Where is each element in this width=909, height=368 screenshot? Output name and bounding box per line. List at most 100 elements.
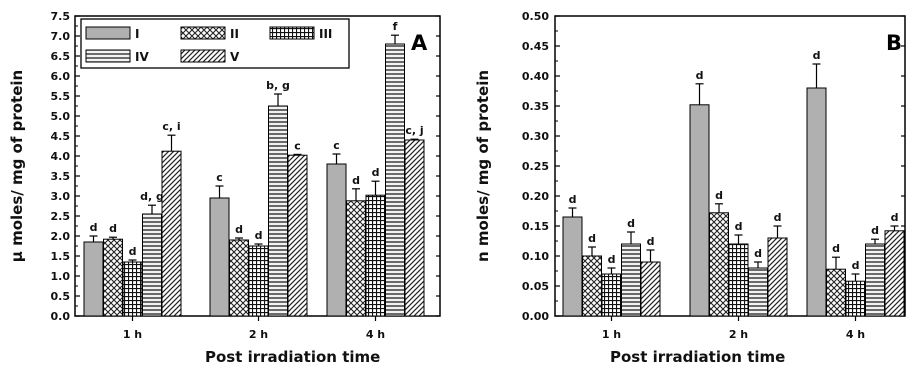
bar [385, 43, 405, 317]
x-tick-label: 4 h [366, 328, 385, 341]
y-tick-label: 2.0 [51, 230, 71, 243]
bar [248, 245, 269, 317]
bar [845, 280, 866, 317]
significance-label: d [569, 193, 577, 206]
y-tick-label: 0.30 [522, 130, 549, 143]
y-tick-label: 7.0 [51, 30, 71, 43]
bar [601, 273, 622, 317]
significance-label: d [372, 166, 380, 179]
significance-label: d [735, 220, 743, 233]
legend-label: III [319, 27, 332, 41]
bar [346, 200, 366, 317]
y-tick-label: 0.00 [522, 310, 549, 323]
significance-label: c, j [405, 124, 423, 137]
bar [103, 238, 123, 317]
bar [767, 237, 788, 317]
x-axis-title: Post irradiation time [205, 348, 380, 366]
significance-label: d [696, 69, 704, 82]
y-tick-label: 7.5 [51, 10, 71, 23]
panel-label: A [411, 31, 428, 55]
significance-label: d [852, 259, 860, 272]
x-tick-label: 1 h [602, 328, 621, 341]
bar [709, 212, 729, 317]
bar [209, 197, 230, 317]
significance-label: d [647, 235, 655, 248]
y-tick-label: 0.40 [522, 70, 549, 83]
x-tick-label: 2 h [729, 328, 748, 341]
significance-label: c [216, 171, 223, 184]
y-tick-label: 0.5 [51, 290, 71, 303]
bar [142, 213, 162, 317]
bar [621, 243, 641, 317]
chart-panel-a: Post irradiation time μ moles/ mg of pro… [8, 10, 441, 366]
y-tick-label: 6.0 [51, 70, 71, 83]
significance-label: d [754, 247, 762, 260]
significance-label: d [109, 222, 117, 235]
bar [229, 239, 249, 317]
bar [884, 230, 905, 317]
y-tick-label: 0.35 [522, 100, 549, 113]
legend-label: V [230, 50, 240, 64]
significance-label: d, g [140, 190, 164, 203]
legend-label: II [230, 27, 239, 41]
x-axis-title: Post irradiation time [610, 348, 785, 366]
y-tick-label: 1.5 [51, 250, 71, 263]
bar [268, 105, 288, 317]
legend-swatch [85, 26, 131, 40]
chart-panel-b: Post irradiation time n moles/ mg of pro… [474, 10, 906, 366]
y-axis-title: μ moles/ mg of protein [8, 70, 26, 262]
bar [287, 154, 308, 317]
significance-label: b, g [266, 79, 290, 92]
bar [161, 150, 182, 317]
legend-label: I [135, 27, 139, 41]
y-tick-label: 1.0 [51, 270, 71, 283]
significance-label: d [90, 221, 98, 234]
y-tick-label: 4.5 [51, 130, 71, 143]
bar [404, 139, 425, 317]
significance-label: c, i [162, 120, 180, 133]
legend-swatch [269, 26, 315, 40]
y-tick-label: 0.25 [522, 160, 549, 173]
bar [83, 241, 104, 317]
significance-label: d [871, 224, 879, 237]
y-tick-label: 6.5 [51, 50, 71, 63]
legend-swatch [180, 26, 226, 40]
y-tick-label: 0.10 [522, 250, 549, 263]
y-tick-label: 0.50 [522, 10, 549, 23]
y-tick-label: 0.20 [522, 190, 549, 203]
x-tick-label: 2 h [249, 328, 268, 341]
bar [562, 216, 583, 317]
significance-label: d [608, 253, 616, 266]
significance-label: d [129, 245, 137, 258]
significance-label: d [774, 211, 782, 224]
significance-label: d [715, 189, 723, 202]
y-tick-label: 2.5 [51, 210, 71, 223]
legend-label: IV [135, 50, 149, 64]
significance-label: d [255, 229, 263, 242]
bar [582, 255, 602, 317]
legend-swatch [180, 49, 226, 63]
bar [122, 261, 143, 317]
significance-label: d [832, 242, 840, 255]
bar [826, 268, 846, 317]
significance-label: d [813, 49, 821, 62]
x-tick-label: 1 h [123, 328, 142, 341]
panel-label: B [886, 31, 902, 55]
bar [640, 261, 661, 317]
bar [689, 104, 710, 317]
y-tick-label: 0.45 [522, 40, 549, 53]
significance-label: c [333, 139, 340, 152]
significance-label: d [627, 217, 635, 230]
y-tick-label: 5.5 [51, 90, 71, 103]
significance-label: d [891, 211, 899, 224]
y-tick-label: 0.15 [522, 220, 549, 233]
bar [326, 163, 347, 317]
y-tick-label: 0.05 [522, 280, 549, 293]
y-tick-label: 5.0 [51, 110, 71, 123]
significance-label: d [352, 174, 360, 187]
bar [748, 267, 768, 317]
bar [865, 243, 885, 317]
y-tick-label: 3.0 [51, 190, 71, 203]
significance-label: d [588, 232, 596, 245]
